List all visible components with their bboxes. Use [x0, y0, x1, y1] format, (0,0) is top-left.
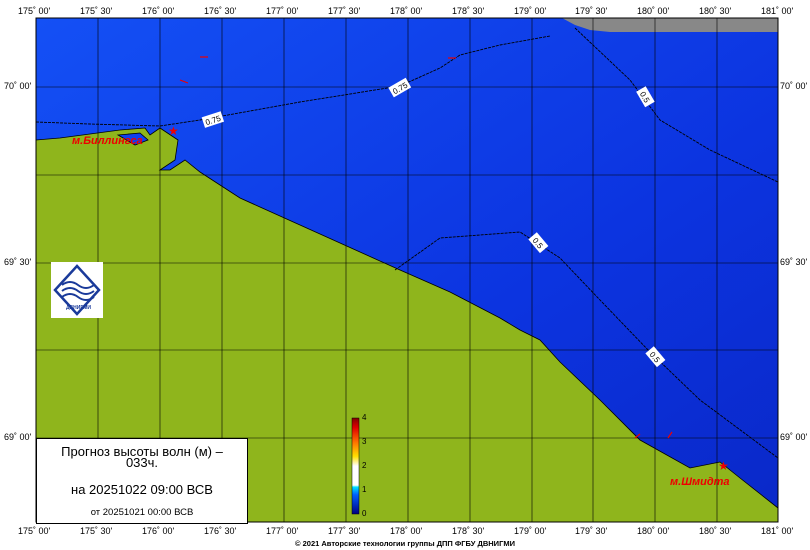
colorbar-tick: 3 [362, 437, 367, 446]
longitude-label: 178˚ 30' [452, 526, 485, 536]
longitude-label: 180˚ 00' [637, 526, 670, 536]
longitude-label: 181˚ 00' [761, 526, 794, 536]
longitude-label: 175˚ 00' [18, 526, 51, 536]
place-label-schmidt: м.Шмидта [670, 476, 730, 488]
longitude-label: 176˚ 00' [142, 526, 175, 536]
issued-time: от 20251021 00:00 ВСВ [90, 507, 194, 518]
longitude-label: 175˚ 00' [18, 6, 51, 16]
contour-075 [35, 35, 551, 127]
valid-time: на 20251022 09:00 ВСВ [71, 482, 213, 497]
latitude-label: 69˚ 00' [4, 432, 32, 442]
latitude-label: 70˚ 00' [780, 81, 808, 91]
land [35, 127, 779, 523]
longitude-label: 180˚ 30' [699, 6, 732, 16]
longitude-label: 176˚ 00' [142, 6, 175, 16]
longitude-label: 176˚ 30' [204, 526, 237, 536]
longitude-label: 178˚ 00' [390, 526, 423, 536]
contour-05-north [574, 27, 779, 183]
star-icon: ★ [168, 124, 179, 138]
longitude-label: 177˚ 00' [266, 526, 299, 536]
longitude-label: 179˚ 30' [575, 6, 608, 16]
longitude-label: 175˚ 30' [80, 6, 113, 16]
longitude-label: 177˚ 30' [328, 6, 361, 16]
logo-text: ДВНИГМИ [66, 305, 91, 311]
longitude-label: 175˚ 30' [80, 526, 113, 536]
longitude-label: 179˚ 00' [514, 6, 547, 16]
longitude-label: 181˚ 00' [761, 6, 794, 16]
title-line1: Прогноз высоты волн (м) – [61, 444, 223, 459]
copyright: © 2021 Авторские технологии группы ДПП Ф… [295, 539, 515, 548]
title-line2: 033ч. [125, 455, 159, 470]
contour-05-south [394, 231, 779, 459]
latitude-label: 70˚ 00' [4, 81, 32, 91]
longitude-label: 179˚ 30' [575, 526, 608, 536]
title-box: Прогноз высоты волн (м) –033ч. на 202510… [36, 438, 248, 524]
colorbar-tick: 1 [362, 485, 367, 494]
no-data-area [562, 18, 778, 32]
longitude-label: 180˚ 30' [699, 526, 732, 536]
longitude-label: 179˚ 00' [514, 526, 547, 536]
latitude-label: 69˚ 30' [780, 257, 808, 267]
longitude-label: 176˚ 30' [204, 6, 237, 16]
logo [51, 262, 103, 318]
longitude-label: 178˚ 00' [390, 6, 423, 16]
wave-direction-arrows [179, 56, 673, 439]
longitude-label: 178˚ 30' [452, 6, 485, 16]
place-label-billings: м.Биллингса [72, 135, 143, 147]
colorbar [351, 417, 360, 515]
star-icon: ★ [718, 459, 729, 473]
latitude-label: 69˚ 00' [780, 432, 808, 442]
longitude-label: 177˚ 30' [328, 526, 361, 536]
lagoon [116, 132, 149, 146]
colorbar-tick: 4 [362, 413, 367, 422]
longitude-label: 177˚ 00' [266, 6, 299, 16]
colorbar-tick: 0 [362, 509, 367, 518]
colorbar-tick: 2 [362, 461, 367, 470]
latitude-label: 69˚ 30' [4, 257, 32, 267]
longitude-label: 180˚ 00' [637, 6, 670, 16]
